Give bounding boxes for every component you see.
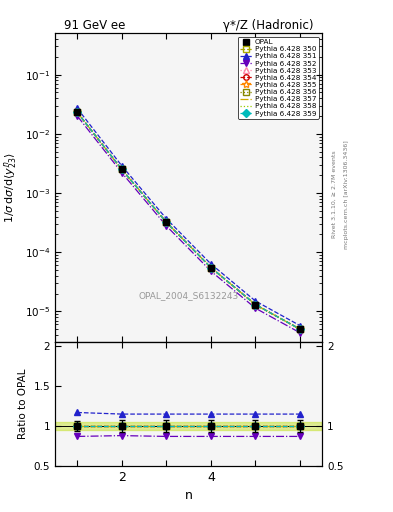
Pythia 6.428 354 (209, 265, 213, 271)
Pythia 6.428 359 (253, 302, 258, 308)
X-axis label: n: n (185, 489, 193, 502)
Pythia 6.428 355 (209, 265, 213, 271)
Pythia 6.428 353 (209, 265, 213, 271)
Pythia 6.428 351 (119, 163, 124, 169)
Title: 91 GeV ee                          γ*/Z (Hadronic): 91 GeV ee γ*/Z (Hadronic) (64, 19, 313, 32)
Pythia 6.428 355 (164, 219, 169, 225)
Pythia 6.428 357 (164, 219, 169, 225)
Bar (55, 422, 322, 430)
Pythia 6.428 354 (75, 110, 80, 116)
Pythia 6.428 355 (298, 326, 302, 332)
Pythia 6.428 351 (75, 105, 80, 112)
Pythia 6.428 357 (75, 110, 80, 116)
Text: mcplots.cern.ch [arXiv:1306.3436]: mcplots.cern.ch [arXiv:1306.3436] (344, 140, 349, 249)
Pythia 6.428 354 (253, 302, 258, 308)
Y-axis label: Ratio to OPAL: Ratio to OPAL (18, 369, 28, 439)
Pythia 6.428 351 (298, 323, 302, 329)
Pythia 6.428 353 (298, 326, 302, 332)
Pythia 6.428 350 (164, 219, 169, 225)
Pythia 6.428 358 (75, 110, 80, 116)
Pythia 6.428 359 (164, 219, 169, 225)
Pythia 6.428 353 (75, 110, 80, 116)
Pythia 6.428 358 (119, 166, 124, 173)
Pythia 6.428 353 (119, 166, 124, 173)
Pythia 6.428 351 (209, 261, 213, 267)
Pythia 6.428 358 (298, 326, 302, 332)
Pythia 6.428 350 (119, 166, 124, 173)
Pythia 6.428 350 (253, 302, 258, 308)
Line: Pythia 6.428 359: Pythia 6.428 359 (75, 110, 303, 332)
Pythia 6.428 356 (119, 166, 124, 173)
Line: Pythia 6.428 353: Pythia 6.428 353 (75, 110, 303, 332)
Pythia 6.428 351 (253, 298, 258, 304)
Pythia 6.428 353 (164, 219, 169, 225)
Pythia 6.428 358 (164, 219, 169, 225)
Pythia 6.428 352 (253, 305, 258, 311)
Legend: OPAL, Pythia 6.428 350, Pythia 6.428 351, Pythia 6.428 352, Pythia 6.428 353, Py: OPAL, Pythia 6.428 350, Pythia 6.428 351… (238, 37, 319, 119)
Pythia 6.428 356 (164, 219, 169, 225)
Pythia 6.428 355 (253, 302, 258, 308)
Line: Pythia 6.428 352: Pythia 6.428 352 (75, 113, 303, 335)
Line: Pythia 6.428 356: Pythia 6.428 356 (75, 110, 303, 332)
Pythia 6.428 354 (119, 166, 124, 173)
Text: Rivet 3.1.10, ≥ 2.7M events: Rivet 3.1.10, ≥ 2.7M events (332, 151, 337, 239)
Pythia 6.428 359 (209, 265, 213, 271)
Pythia 6.428 355 (75, 110, 80, 116)
Pythia 6.428 357 (298, 326, 302, 332)
Pythia 6.428 350 (209, 265, 213, 271)
Pythia 6.428 359 (75, 110, 80, 116)
Pythia 6.428 354 (164, 219, 169, 225)
Pythia 6.428 358 (209, 265, 213, 271)
Pythia 6.428 357 (119, 166, 124, 173)
Pythia 6.428 355 (119, 166, 124, 173)
Pythia 6.428 356 (298, 326, 302, 332)
Pythia 6.428 356 (209, 265, 213, 271)
Pythia 6.428 357 (209, 265, 213, 271)
Pythia 6.428 353 (253, 302, 258, 308)
Pythia 6.428 357 (253, 302, 258, 308)
Pythia 6.428 356 (75, 110, 80, 116)
Line: Pythia 6.428 358: Pythia 6.428 358 (77, 113, 300, 329)
Text: OPAL_2004_S6132243: OPAL_2004_S6132243 (138, 291, 239, 301)
Pythia 6.428 352 (164, 223, 169, 229)
Pythia 6.428 354 (298, 326, 302, 332)
Pythia 6.428 358 (253, 302, 258, 308)
Pythia 6.428 352 (209, 268, 213, 274)
Line: Pythia 6.428 351: Pythia 6.428 351 (75, 105, 303, 328)
Pythia 6.428 359 (119, 166, 124, 173)
Line: Pythia 6.428 354: Pythia 6.428 354 (75, 110, 303, 332)
Y-axis label: $1/\sigma\,\mathrm{d}\sigma/\mathrm{d}\langle y^n_{23}\rangle$: $1/\sigma\,\mathrm{d}\sigma/\mathrm{d}\l… (2, 152, 19, 223)
Pythia 6.428 350 (75, 110, 80, 116)
Pythia 6.428 352 (298, 330, 302, 336)
Pythia 6.428 351 (164, 216, 169, 222)
Line: Pythia 6.428 357: Pythia 6.428 357 (77, 113, 300, 329)
Line: Pythia 6.428 350: Pythia 6.428 350 (75, 110, 303, 332)
Line: Pythia 6.428 355: Pythia 6.428 355 (73, 108, 304, 333)
Pythia 6.428 352 (75, 113, 80, 119)
Pythia 6.428 350 (298, 326, 302, 332)
Pythia 6.428 356 (253, 302, 258, 308)
Pythia 6.428 359 (298, 326, 302, 332)
Pythia 6.428 352 (119, 169, 124, 176)
